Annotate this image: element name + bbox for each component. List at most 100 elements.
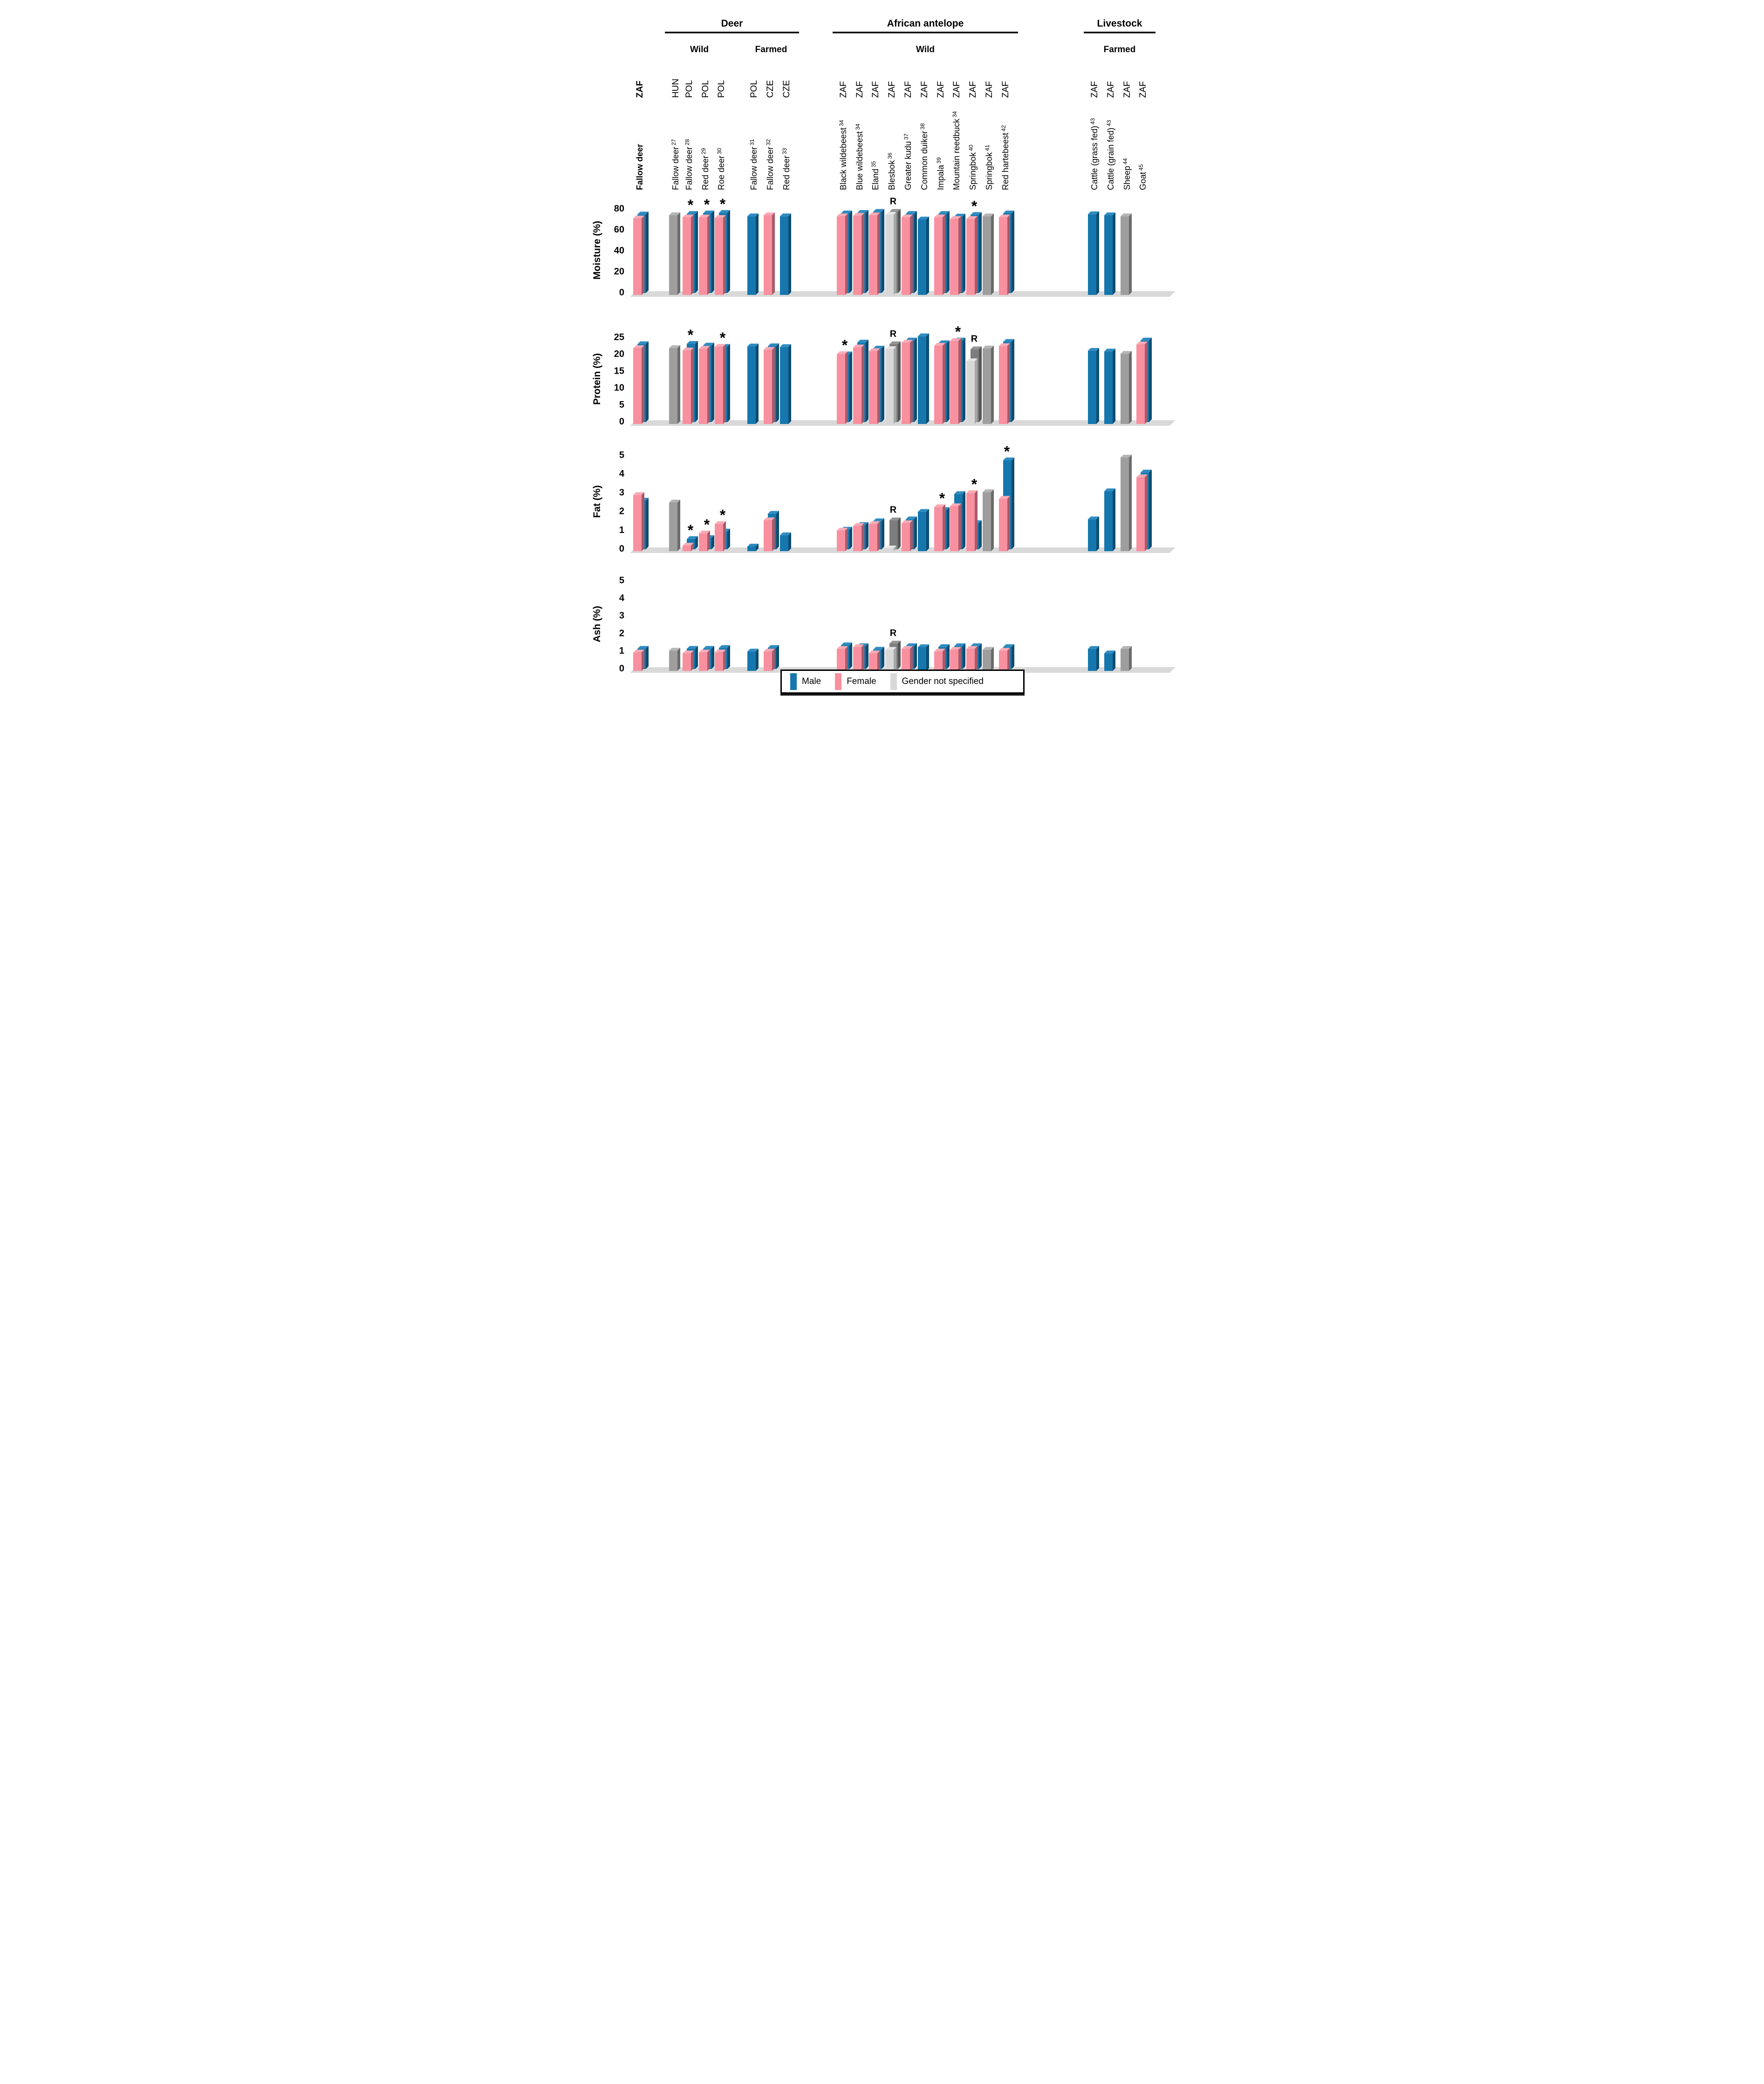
bar-female-0-12: [902, 214, 913, 295]
bar-female-1-22: [1136, 342, 1148, 424]
significance-star-1-4: *: [720, 329, 726, 346]
gender-not-specified-swatch: [890, 673, 897, 690]
significance-star-2-3: *: [704, 516, 710, 533]
bar-female-0-2: [683, 214, 694, 295]
annotation-R-1-16: R: [971, 334, 978, 344]
bar-group-0-13: [918, 217, 929, 295]
bar-group-1-9: [853, 340, 868, 424]
bar-group-2-16: [966, 490, 982, 551]
bar-male-3-19: [1088, 646, 1099, 671]
country-label-11: ZAF: [887, 81, 897, 98]
bar-female-1-4: [715, 344, 726, 424]
country-label-4: POL: [717, 80, 726, 98]
bar-group-2-8: [837, 526, 852, 551]
bar-group-2-2: [683, 536, 698, 551]
bar-female-3-3: [699, 649, 710, 671]
bar-group-3-5: [747, 649, 759, 671]
bar-group-2-1: [669, 499, 680, 551]
bar-ns-light-3-11: [885, 647, 896, 671]
bar-female-1-3: [699, 346, 710, 424]
male-swatch: [790, 673, 797, 690]
bar-group-2-13: [918, 509, 929, 551]
bar-group-2-5: [747, 543, 759, 551]
significance-star-0-4: *: [720, 196, 726, 212]
tick-2-3: 3: [619, 487, 624, 498]
bar-female-2-0: [633, 492, 644, 551]
bar-group-3-0: [633, 646, 649, 671]
bar-group-0-8: [837, 211, 852, 295]
legend-label-ns: Gender not specified: [902, 676, 984, 686]
bar-group-2-19: [1088, 516, 1099, 551]
bar-female-0-9: [853, 213, 864, 295]
bar-male-3-5: [747, 649, 759, 671]
bar-ns-light-2-11: [885, 545, 896, 551]
section-subtitle-2-0: Farmed: [1104, 45, 1136, 55]
bar-female-3-15: [950, 647, 961, 671]
species-label-4: Roe deer30: [716, 148, 726, 190]
species-label-14: Impala39: [936, 157, 945, 190]
y-axis-label-0: Moisture (%): [592, 221, 602, 280]
country-label-8: ZAF: [839, 81, 848, 98]
bar-ns-1-1: [669, 345, 680, 424]
tick-0-60: 60: [614, 225, 624, 235]
species-label-8: Black wildebeest34: [838, 120, 848, 190]
tick-1-10: 10: [614, 383, 624, 393]
bar-group-3-12: [902, 643, 917, 671]
legend-item-female: Female: [835, 673, 876, 690]
female-swatch: [835, 673, 842, 690]
bar-female-2-10: [869, 521, 880, 551]
bar-group-2-14: [934, 504, 950, 551]
bar-group-1-1: [669, 345, 680, 424]
bar-group-3-1: [669, 648, 680, 671]
country-label-5: POL: [749, 80, 759, 98]
bar-female-2-6: [764, 517, 775, 551]
bar-female-3-8: [837, 646, 848, 671]
section-underline-0: [665, 32, 799, 34]
bar-female-0-10: [869, 212, 880, 295]
bar-ns-dark-2-11: [889, 517, 901, 549]
bar-female-3-0: [633, 649, 644, 671]
bar-female-2-22: [1136, 474, 1148, 551]
bar-female-2-14: [934, 504, 945, 551]
bar-group-1-17: [983, 345, 994, 424]
bar-group-1-13: [918, 333, 929, 424]
bar-group-0-7: [780, 213, 791, 295]
legend-label-male: Male: [802, 676, 821, 686]
bar-female-3-16: [966, 646, 978, 671]
bar-group-3-16: [966, 643, 982, 671]
bar-female-0-4: [715, 215, 726, 295]
bar-male-3-13: [918, 644, 929, 671]
column-labels: ZAF Fallow deer HUN Fallow deer27 POL Fallow …: [635, 79, 1148, 190]
country-label-1: HUN: [671, 79, 681, 98]
composition-bar-chart: Deer Wild Farmed African antelope Wild Livest…: [592, 18, 1176, 674]
bar-group-0-11: [885, 209, 901, 295]
bar-female-1-9: [853, 344, 864, 424]
bar-male-0-20: [1104, 212, 1115, 295]
bar-male-1-7: [780, 344, 791, 424]
bar-group-1-4: [715, 344, 730, 424]
bar-female-3-18: [999, 648, 1010, 671]
section-underline-2: [1084, 32, 1155, 34]
section-title-2: Livestock: [1097, 18, 1142, 29]
bar-female-2-2: [683, 542, 694, 551]
bar-male-0-7: [780, 213, 791, 295]
bar-group-0-17: [983, 213, 994, 295]
bar-ns-3-21: [1121, 646, 1132, 671]
panel-fat: Fat (%) 0 1 2 3 4 5 * * * R * * *: [592, 443, 1176, 554]
bar-ns-light-1-11: [885, 346, 896, 424]
bar-female-0-15: [950, 216, 961, 295]
bar-group-3-19: [1088, 646, 1099, 671]
bar-group-0-10: [869, 209, 884, 295]
bar-group-1-2: [683, 341, 698, 424]
bar-ns-3-17: [983, 647, 994, 671]
species-label-6: Fallow deer32: [765, 139, 775, 190]
bar-male-0-5: [747, 213, 759, 295]
meat-composition-figure: Deer Wild Farmed African antelope Wild Livest…: [588, 0, 1176, 698]
legend-item-male: Male: [790, 673, 821, 690]
bar-female-3-10: [869, 650, 880, 671]
bar-female-2-18: [999, 496, 1010, 551]
bar-ns-1-17: [983, 345, 994, 424]
bar-female-1-10: [869, 348, 880, 424]
tick-2-1: 1: [619, 525, 624, 535]
species-label-11: Blesbok36: [887, 152, 896, 190]
